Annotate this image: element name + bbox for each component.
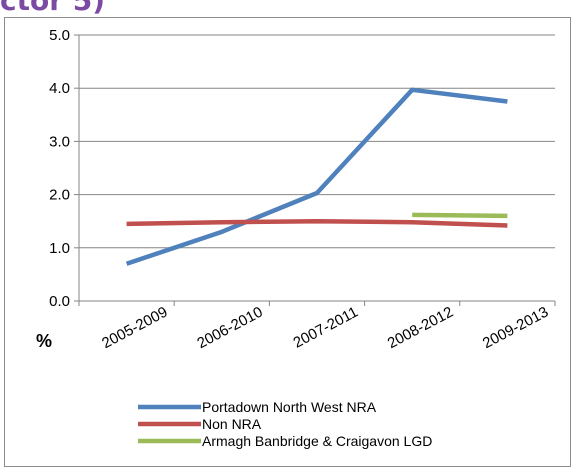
y-tick-label: 2.0 [49, 187, 70, 204]
series-lines [125, 87, 508, 266]
y-tick-label: 3.0 [49, 133, 70, 150]
chart-heading-fragment: ctor 5) [0, 0, 106, 17]
legend-label: Portadown North West NRA [202, 399, 377, 415]
x-tick-label: 2009-2013 [480, 304, 551, 353]
x-tick-label: 2006-2010 [194, 304, 265, 353]
series-line-2 [126, 218, 508, 228]
y-axis-label: % [36, 331, 52, 351]
y-tick-label: 4.0 [49, 80, 70, 97]
line-chart: 0.01.02.03.04.05.0 2005-2009 2006-2010 200… [36, 27, 556, 449]
y-tick-label: 1.0 [49, 240, 70, 257]
y-tick-label: 5.0 [49, 27, 70, 44]
legend-label: Armagh Banbridge & Craigavon LGD [202, 433, 432, 449]
chart-frame: 0.0 1.0 2.0 3.0 4.0 5.0 2005-2009 2006-2010 200… [4, 17, 571, 467]
legend-label: Non NRA [202, 416, 262, 432]
y-tick-label: 0.0 [49, 293, 70, 310]
y-tick-labels: 0.0 1.0 2.0 3.0 4.0 5.0 [49, 27, 70, 310]
x-tick-label: 2007-2011 [291, 304, 361, 352]
axes [74, 34, 556, 306]
series-line-3 [412, 212, 508, 219]
series-line-1 [125, 87, 508, 266]
x-tick-label: 2005-2009 [99, 304, 170, 353]
x-tick-label: 2008-2012 [385, 304, 456, 353]
x-tick-labels: 2005-2009 2006-2010 2007-2011 2008-2012 2009… [99, 304, 551, 353]
gridlines [79, 34, 555, 249]
